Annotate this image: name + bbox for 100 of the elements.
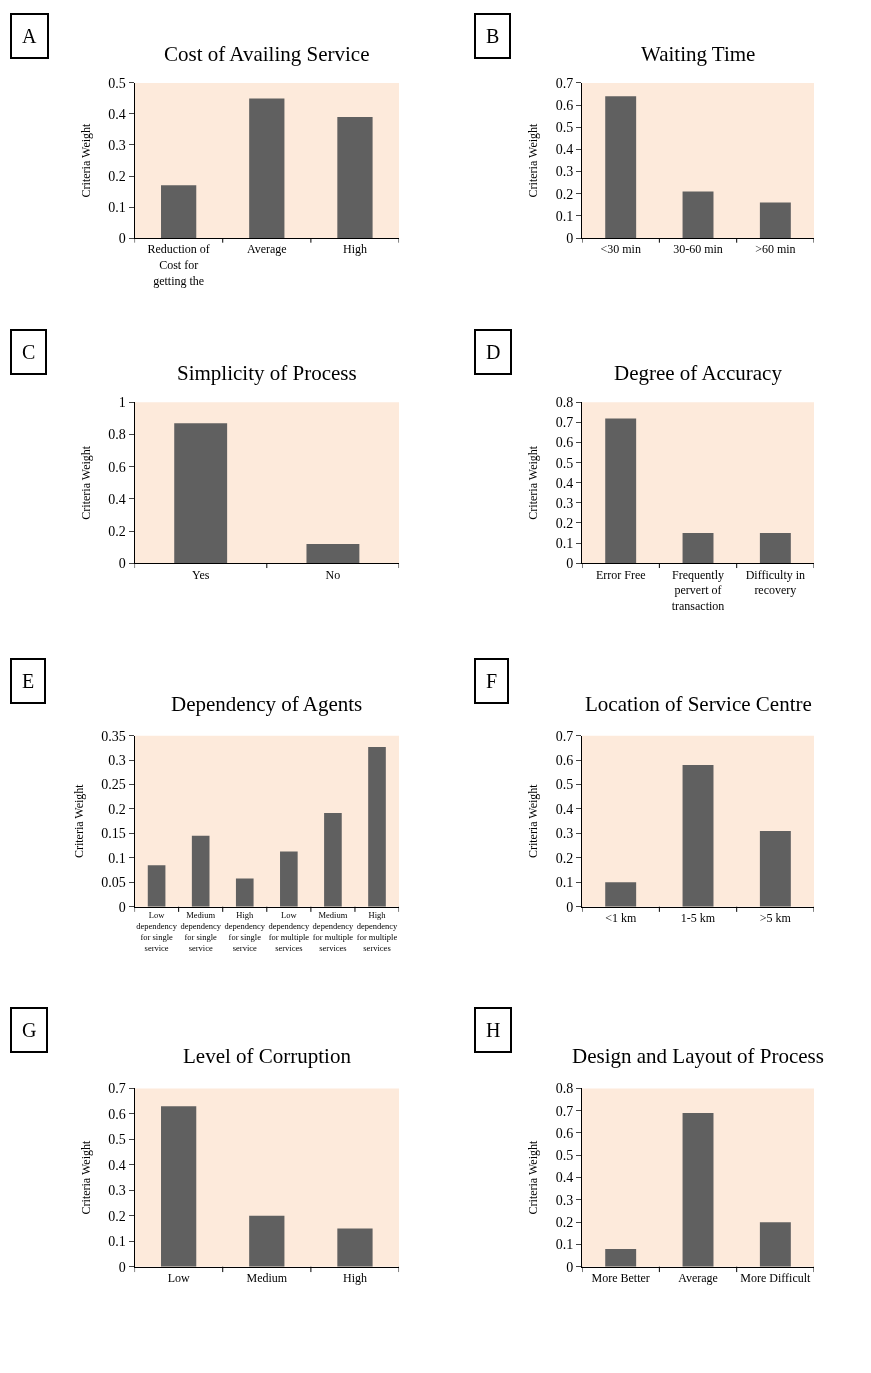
x-tick-label: Difficulty in recovery bbox=[745, 567, 806, 598]
bar bbox=[161, 185, 197, 239]
x-tick-label: Low dependency for single service bbox=[136, 909, 178, 954]
y-tick-label: 0.6 bbox=[108, 1106, 126, 1122]
y-tick-label: 0.2 bbox=[555, 186, 574, 202]
bar bbox=[759, 202, 791, 239]
y-tick-label: 0 bbox=[118, 556, 126, 572]
y-tick-label: 0.2 bbox=[108, 801, 126, 817]
x-tick-label: >5 km bbox=[759, 911, 792, 926]
y-axis-title: Criteria Weight bbox=[78, 445, 93, 520]
y-tick-label: 0.7 bbox=[108, 1081, 126, 1097]
y-tick-label: 0.3 bbox=[108, 137, 126, 153]
x-tick-label: >60 min bbox=[755, 242, 796, 257]
bar bbox=[249, 98, 285, 239]
y-tick-label: 0.2 bbox=[555, 850, 574, 866]
x-tick-label: 1-5 km bbox=[680, 911, 716, 926]
x-tick-label: Frequently pervert of transaction bbox=[671, 567, 725, 613]
chart-title: Level of Corruption bbox=[183, 1044, 352, 1068]
text: E bbox=[22, 670, 35, 692]
text: C bbox=[22, 341, 36, 363]
y-tick-label: 0.3 bbox=[555, 164, 574, 180]
bar bbox=[280, 851, 298, 907]
y-tick-label: 0 bbox=[566, 556, 574, 572]
y-axis-title: Criteria Weight bbox=[71, 783, 86, 859]
chart-title: Degree of Accuracy bbox=[614, 361, 783, 385]
x-tick-label: More Better bbox=[591, 1271, 650, 1286]
chart-title: Location of Service Centre bbox=[585, 692, 812, 716]
x-tick-label: Medium bbox=[246, 1271, 288, 1286]
x-tick-label: Low bbox=[167, 1271, 190, 1286]
chart-title: Waiting Time bbox=[641, 42, 756, 66]
y-tick-label: 0.05 bbox=[101, 875, 126, 891]
bar bbox=[605, 1248, 637, 1267]
x-tick-label: Reduction of Cost for getting the bbox=[147, 242, 210, 288]
x-tick-label: <30 min bbox=[600, 242, 641, 257]
x-tick-label: Average bbox=[678, 1271, 718, 1286]
y-tick-label: 1 bbox=[118, 395, 126, 411]
y-tick-label: 0.15 bbox=[101, 826, 126, 842]
bar bbox=[605, 96, 637, 239]
chart-title: Simplicity of Process bbox=[177, 361, 357, 385]
y-tick-label: 0.5 bbox=[555, 455, 574, 471]
y-axis-title: Criteria Weight bbox=[526, 122, 541, 198]
x-tick-label: Error Free bbox=[595, 567, 646, 582]
y-tick-label: 0.6 bbox=[555, 435, 574, 451]
chart-title: Dependency of Agents bbox=[171, 692, 363, 716]
y-axis-title: Criteria Weight bbox=[78, 122, 93, 198]
y-tick-label: 0.3 bbox=[108, 1183, 126, 1199]
y-tick-label: 0.6 bbox=[108, 459, 126, 475]
y-axis-title: Criteria Weight bbox=[526, 445, 541, 520]
x-tick-label: Medium dependency for multiple services bbox=[312, 909, 354, 954]
bar bbox=[682, 765, 714, 907]
chart-title: Cost of Availing Service bbox=[164, 42, 370, 66]
bar bbox=[682, 1112, 714, 1267]
y-tick-label: 0.5 bbox=[555, 120, 574, 136]
y-axis-title: Criteria Weight bbox=[526, 783, 541, 859]
y-tick-label: 0.5 bbox=[108, 1132, 126, 1148]
text: D bbox=[486, 341, 501, 363]
y-tick-label: 0.5 bbox=[108, 75, 126, 91]
bar bbox=[235, 878, 254, 907]
bar bbox=[759, 830, 791, 907]
y-tick-label: 0.4 bbox=[555, 475, 574, 491]
text: A bbox=[22, 25, 37, 47]
y-tick-label: 0.2 bbox=[108, 523, 126, 539]
text: F bbox=[486, 670, 498, 692]
x-tick-label: High dependency for single service bbox=[224, 909, 266, 954]
y-axis-title: Criteria Weight bbox=[526, 1139, 541, 1215]
y-tick-label: 0.8 bbox=[108, 427, 126, 443]
y-tick-label: 0 bbox=[566, 1259, 574, 1275]
y-tick-label: 0.4 bbox=[108, 106, 126, 122]
x-tick-label: No bbox=[325, 567, 341, 582]
y-tick-label: 0.1 bbox=[108, 850, 126, 866]
y-tick-label: 0.4 bbox=[555, 801, 574, 817]
y-tick-label: 0.4 bbox=[555, 142, 574, 158]
y-tick-label: 0.4 bbox=[108, 491, 126, 507]
bar bbox=[191, 835, 210, 907]
y-tick-label: 0.4 bbox=[108, 1157, 126, 1173]
bar bbox=[682, 191, 714, 239]
y-tick-label: 0.3 bbox=[108, 753, 126, 769]
bar bbox=[249, 1215, 285, 1267]
x-tick-label: Yes bbox=[191, 567, 210, 582]
bar bbox=[147, 865, 166, 907]
y-tick-label: 0.7 bbox=[555, 75, 574, 91]
y-tick-label: 0.1 bbox=[555, 536, 574, 551]
y-tick-label: 0.35 bbox=[101, 728, 126, 744]
x-tick-label: High bbox=[342, 242, 367, 257]
bar bbox=[368, 746, 386, 907]
y-tick-label: 0.1 bbox=[108, 199, 126, 215]
x-tick-label: Average bbox=[246, 242, 287, 257]
y-tick-label: 0.1 bbox=[555, 208, 574, 224]
y-tick-label: 0.25 bbox=[101, 777, 126, 793]
y-tick-label: 0.3 bbox=[555, 1192, 574, 1208]
bar bbox=[161, 1106, 197, 1267]
y-tick-label: 0.1 bbox=[555, 1237, 574, 1253]
y-tick-label: 0.6 bbox=[555, 753, 574, 769]
y-tick-label: 0.4 bbox=[555, 1170, 574, 1186]
y-tick-label: 0.2 bbox=[108, 1208, 126, 1224]
y-tick-label: 0.5 bbox=[555, 1148, 574, 1164]
y-tick-label: 0.6 bbox=[555, 1125, 574, 1141]
y-tick-label: 0.1 bbox=[108, 1234, 126, 1250]
text: G bbox=[22, 1019, 37, 1041]
text: B bbox=[486, 25, 500, 47]
